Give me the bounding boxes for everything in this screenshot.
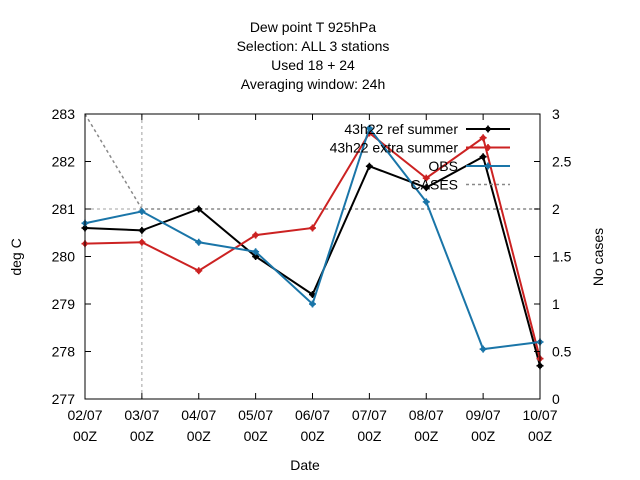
- legend-marker: [484, 144, 492, 151]
- y-tick-label: 282: [52, 154, 76, 170]
- x-tick-label: 00Z: [471, 428, 496, 444]
- legend-marker: [484, 125, 492, 133]
- data-point: [365, 124, 373, 132]
- y2-tick-label: 1: [552, 296, 560, 312]
- data-point: [252, 231, 260, 239]
- y2-tick-label: 2.5: [552, 154, 572, 170]
- series-cases: [84, 113, 540, 210]
- chart-title: Dew point T 925hPa Selection: ALL 3 stati…: [237, 19, 390, 92]
- x-tick-label: 00Z: [300, 428, 325, 444]
- data-point: [195, 267, 203, 275]
- series-line: [84, 126, 541, 351]
- x-tick-label: 00Z: [244, 428, 269, 444]
- axis-ticks: 277 278 279 280 281 282 283 0 0.5 1 1.5 2 2.5 3 02/07 0…: [52, 106, 572, 444]
- data-point: [479, 345, 487, 353]
- y2-axis-label: No cases: [590, 228, 606, 286]
- x-tick-label: 06/07: [295, 407, 330, 423]
- series-obs: [81, 124, 544, 353]
- data-point: [195, 238, 203, 246]
- data-point: [138, 238, 146, 246]
- x-tick-label: 00Z: [414, 428, 439, 444]
- legend: 43h22 ref summer 43h22 extra summer OBS CAS…: [330, 121, 510, 193]
- grid: [85, 114, 540, 399]
- x-axis-label: Date: [290, 457, 320, 473]
- axis-labels: Date deg C No cases: [8, 228, 606, 473]
- data-point: [479, 153, 487, 161]
- series-43h22-ref-summer: [81, 153, 544, 370]
- y-tick-label: 279: [52, 296, 76, 312]
- y-tick-label: 283: [52, 106, 76, 122]
- series-line: [84, 155, 541, 367]
- x-tick-label: 00Z: [187, 428, 212, 444]
- legend-label: 43h22 extra summer: [330, 140, 459, 156]
- data-point: [365, 162, 373, 170]
- plot-frame: [84, 113, 541, 400]
- x-tick-label: 03/07: [124, 407, 159, 423]
- legend-marker: [484, 162, 492, 170]
- legend-label: 43h22 ref summer: [344, 121, 458, 137]
- data-point: [309, 300, 316, 308]
- y2-tick-label: 3: [552, 106, 560, 122]
- data-point: [422, 174, 430, 182]
- data-point: [422, 184, 430, 192]
- data-point: [195, 205, 203, 213]
- title-line: Selection: ALL 3 stations: [237, 38, 390, 54]
- y2-tick-label: 1.5: [552, 249, 572, 265]
- title-line: Dew point T 925hPa: [250, 19, 377, 35]
- y2-tick-label: 0: [552, 391, 560, 407]
- data-point: [138, 226, 146, 234]
- y2-tick-label: 0.5: [552, 344, 572, 360]
- y-tick-label: 281: [52, 201, 76, 217]
- x-tick-label: 00Z: [73, 428, 98, 444]
- legend-label: OBS: [428, 158, 458, 174]
- x-tick-label: 10/07: [522, 407, 557, 423]
- data-point: [309, 224, 316, 232]
- x-tick-label: 02/07: [67, 407, 102, 423]
- x-tick-label: 00Z: [130, 428, 155, 444]
- x-tick-label: 00Z: [357, 428, 382, 444]
- y-axis-label: deg C: [8, 238, 24, 275]
- x-tick-label: 04/07: [181, 407, 216, 423]
- data-point: [252, 248, 260, 256]
- x-tick-label: 00Z: [528, 428, 553, 444]
- x-tick-label: 08/07: [409, 407, 444, 423]
- x-tick-label: 09/07: [466, 407, 501, 423]
- y2-tick-label: 2: [552, 201, 560, 217]
- data-point: [422, 198, 430, 206]
- y-tick-label: 278: [52, 344, 76, 360]
- legend-label: CASES: [411, 177, 458, 193]
- data-point: [138, 207, 146, 215]
- y-tick-label: 277: [52, 391, 76, 407]
- title-line: Averaging window: 24h: [241, 76, 386, 92]
- series-line: [84, 113, 540, 210]
- series-layer: [81, 113, 544, 370]
- x-tick-label: 07/07: [352, 407, 387, 423]
- data-point: [479, 134, 487, 142]
- y-tick-label: 280: [52, 249, 76, 265]
- title-line: Used 18 + 24: [271, 57, 355, 73]
- x-tick-label: 05/07: [238, 407, 273, 423]
